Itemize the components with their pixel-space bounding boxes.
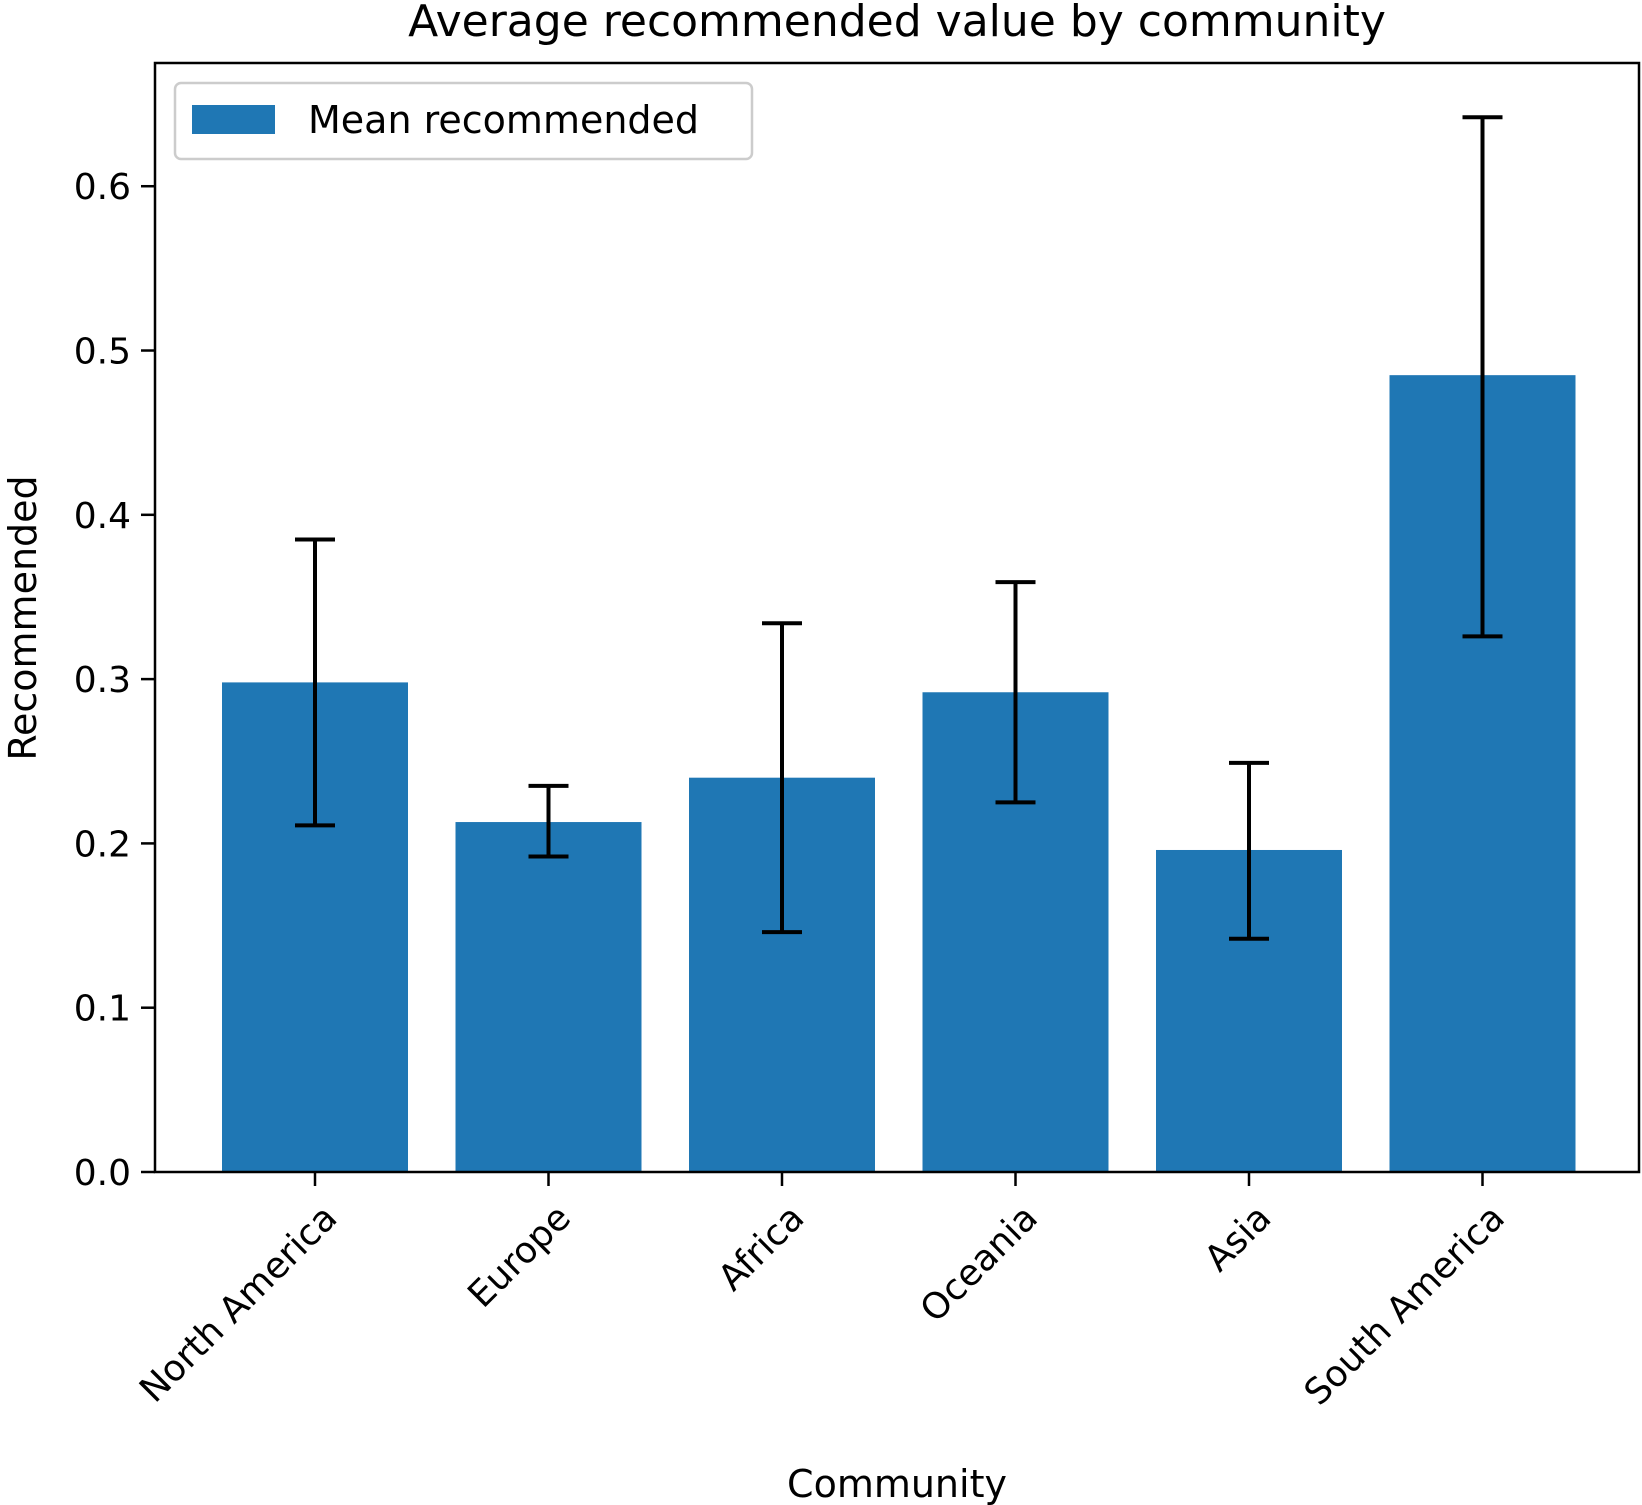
x-tick-label: Africa: [711, 1197, 813, 1299]
y-tick-label: 0.1: [74, 989, 131, 1030]
y-tick-label: 0.4: [74, 496, 131, 537]
y-axis-label: Recommended: [1, 475, 45, 760]
y-tick-label: 0.0: [74, 1153, 131, 1194]
y-tick-label: 0.5: [74, 332, 131, 373]
legend-swatch: [192, 105, 275, 134]
y-tick-label: 0.2: [74, 824, 131, 865]
errorbar-south-america: [1462, 115, 1503, 639]
x-tick-label: North America: [132, 1197, 345, 1410]
x-tick-label: South America: [1297, 1197, 1513, 1413]
legend-label: Mean recommended: [308, 98, 699, 142]
x-tick-label: Europe: [460, 1197, 579, 1316]
y-tick-label: 0.3: [74, 660, 131, 701]
errorbar-north-america: [295, 537, 335, 828]
x-axis: North America Europe Africa Oceania Asia Sout…: [132, 1172, 1513, 1413]
errorbar-europe: [528, 783, 569, 859]
chart-title: Average recommended value by community: [408, 0, 1386, 47]
errorbars-group: [295, 115, 1503, 941]
y-tick-label: 0.6: [74, 167, 131, 208]
bar-europe: [455, 822, 642, 1172]
legend-box: [173, 81, 754, 161]
x-tick-label: Asia: [1197, 1197, 1279, 1279]
errorbar-africa: [762, 621, 802, 935]
plot-frame: [153, 61, 1641, 1174]
legend: Mean recommended: [173, 81, 754, 161]
bars-group: [222, 375, 1576, 1172]
y-axis: 0.0 0.1 0.2 0.3 0.4 0.5 0.6: [74, 167, 155, 1194]
x-axis-label: Community: [787, 1462, 1007, 1505]
errorbar-asia: [1229, 760, 1269, 941]
errorbar-oceania: [995, 580, 1036, 805]
x-tick-label: Oceania: [913, 1197, 1046, 1330]
